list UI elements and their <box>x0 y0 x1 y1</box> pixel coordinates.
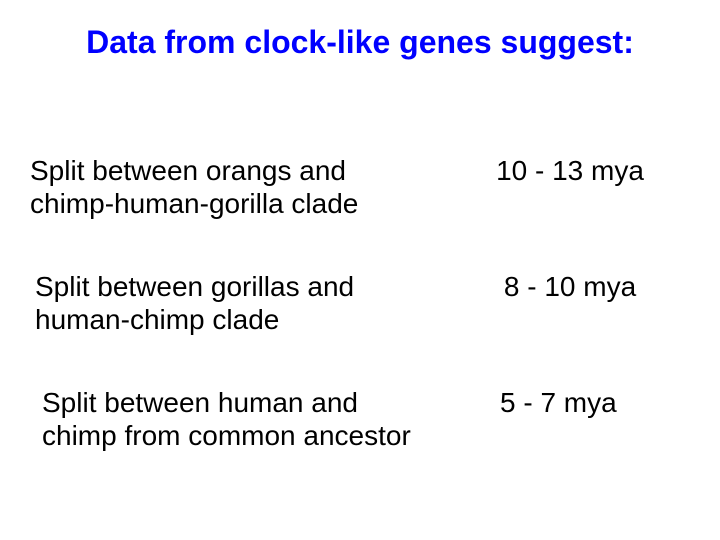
row-gorillas-description: Split between gorillas and human-chimp c… <box>35 270 450 336</box>
row-human-chimp-description: Split between human and chimp from commo… <box>42 386 472 452</box>
slide-title: Data from clock-like genes suggest: <box>0 24 720 61</box>
row-orangs-description: Split between orangs and chimp-human-gor… <box>30 154 450 220</box>
row-gorillas: Split between gorillas and human-chimp c… <box>35 270 690 336</box>
slide: Data from clock-like genes suggest: Spli… <box>0 0 720 540</box>
text-line: chimp-human-gorilla clade <box>30 188 358 219</box>
row-orangs: Split between orangs and chimp-human-gor… <box>30 154 690 220</box>
text-line: Split between gorillas and <box>35 271 354 302</box>
text-line: human-chimp clade <box>35 304 279 335</box>
row-gorillas-value: 8 - 10 mya <box>450 270 690 303</box>
text-line: Split between orangs and <box>30 155 346 186</box>
row-orangs-value: 10 - 13 mya <box>450 154 690 187</box>
text-line: chimp from common ancestor <box>42 420 411 451</box>
row-human-chimp-value: 5 - 7 mya <box>472 386 690 419</box>
row-human-chimp: Split between human and chimp from commo… <box>42 386 690 452</box>
text-line: Split between human and <box>42 387 358 418</box>
